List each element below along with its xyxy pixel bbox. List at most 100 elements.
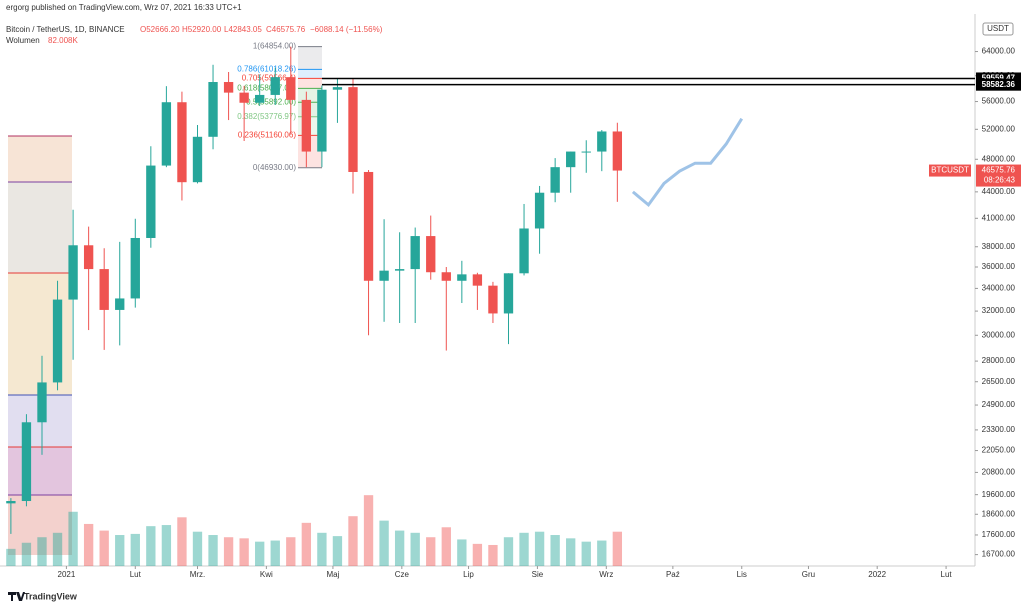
volume-bar — [286, 537, 296, 566]
candle-body — [441, 272, 451, 281]
fib-label: 1(64854.00) — [253, 42, 296, 51]
candle-body — [83, 245, 94, 270]
volume-bar — [301, 522, 312, 566]
symbol-tag-label: BTCUSDT — [931, 166, 969, 175]
candle-body — [239, 92, 249, 103]
fib-label: 0(46930.00) — [253, 163, 296, 172]
last-price-tag — [976, 164, 1021, 187]
volume-bar — [208, 535, 218, 566]
candle-body — [534, 192, 545, 229]
candle-body — [52, 299, 63, 383]
candle-body — [612, 131, 623, 171]
price-tag-label: 59559.47 — [982, 74, 1016, 83]
x-tick-label: Lut — [941, 570, 953, 579]
volume-bar — [317, 532, 327, 566]
candle-body — [223, 82, 234, 93]
price-tag — [976, 78, 1021, 91]
volume-bar — [488, 544, 498, 566]
candle-body — [130, 237, 140, 299]
zone — [8, 495, 72, 555]
y-tick-label: 64000.00 — [982, 47, 1016, 56]
y-tick-label: 18600.00 — [982, 509, 1016, 518]
volume-bar — [566, 538, 576, 566]
candle-body — [270, 77, 280, 95]
candle-body — [410, 236, 420, 270]
candle-body — [426, 236, 436, 273]
x-tick-label: Maj — [326, 570, 339, 579]
x-tick-label: Lut — [130, 570, 142, 579]
volume-bar — [130, 533, 140, 566]
candle-body — [255, 94, 265, 103]
candle-body — [581, 151, 591, 153]
y-tick-label: 24900.00 — [982, 400, 1016, 409]
x-tick-label: Lis — [737, 570, 747, 579]
y-tick-label: 22050.00 — [982, 446, 1016, 455]
candle-body — [68, 245, 78, 300]
candle-body — [6, 501, 16, 504]
symbol-tag — [929, 164, 971, 177]
volume-bar — [457, 539, 467, 566]
volume-bar — [519, 532, 529, 566]
currency[interactable]: USDT — [987, 24, 1009, 33]
fib-label: 0.382(53776.97) — [237, 112, 296, 121]
candle-body — [286, 77, 296, 100]
volume-bar — [379, 520, 389, 566]
zone — [8, 182, 72, 273]
candle-body — [566, 151, 576, 168]
candle-body — [192, 136, 203, 183]
zone — [8, 447, 72, 495]
y-tick-label: 38000.00 — [982, 242, 1016, 251]
volume-bar — [363, 495, 374, 566]
volume-bar — [503, 537, 514, 566]
fib-band — [298, 78, 322, 89]
fib-label: 0.618(58007.03) — [237, 83, 296, 92]
volume-bar — [581, 541, 591, 566]
volume-bar — [99, 530, 109, 566]
currency-box[interactable] — [982, 22, 1014, 36]
volume-value: 82.008K — [48, 36, 78, 45]
candle-body — [177, 102, 187, 183]
y-tick-label: 23300.00 — [982, 425, 1016, 434]
fib-label: 0.5(55892.00) — [246, 97, 296, 106]
volume-bar — [472, 543, 483, 566]
candle-body — [379, 270, 389, 281]
volume-bar — [37, 537, 47, 566]
last-price-label: 46575.76 — [982, 166, 1016, 175]
y-tick-label: 28000.00 — [982, 356, 1016, 365]
y-tick-label: 48000.00 — [982, 154, 1016, 163]
volume-bar — [255, 541, 265, 566]
y-tick-label: 36000.00 — [982, 262, 1016, 271]
y-tick-label: 30000.00 — [982, 330, 1016, 339]
zone — [8, 136, 72, 182]
volume-bar — [68, 511, 78, 566]
x-tick-label: Paź — [666, 570, 680, 579]
y-tick-label: 17600.00 — [982, 530, 1016, 539]
y-tick-label: 41000.00 — [982, 213, 1016, 222]
x-tick-label: Wrz — [599, 570, 613, 579]
volume-bar — [612, 531, 623, 566]
volume-bar — [6, 548, 16, 566]
candle-body — [488, 285, 498, 314]
volume-bar — [597, 540, 607, 566]
y-tick-label: 26500.00 — [982, 377, 1016, 386]
y-tick-label: 34000.00 — [982, 284, 1016, 293]
x-tick-label: Gru — [802, 570, 815, 579]
candle-body — [550, 167, 560, 193]
volume-bar — [270, 540, 280, 566]
brand-logo — [8, 592, 25, 601]
x-tick-label: Mrz. — [190, 570, 206, 579]
volume-bar — [177, 517, 187, 566]
candle-body — [161, 102, 172, 166]
volume-bar — [239, 538, 249, 566]
x-tick-label: 2022 — [868, 570, 886, 579]
candle-body — [301, 99, 312, 152]
legend-open: O52666.20 — [140, 25, 180, 34]
y-tick-label: 19600.00 — [982, 490, 1016, 499]
candle-body — [457, 274, 467, 281]
candle-body — [317, 89, 327, 152]
y-tick-label: 32000.00 — [982, 306, 1016, 315]
countdown: 08:26:43 — [984, 176, 1016, 185]
fib-label: 0.236(51160.06) — [238, 131, 296, 140]
candle-body — [503, 273, 514, 314]
